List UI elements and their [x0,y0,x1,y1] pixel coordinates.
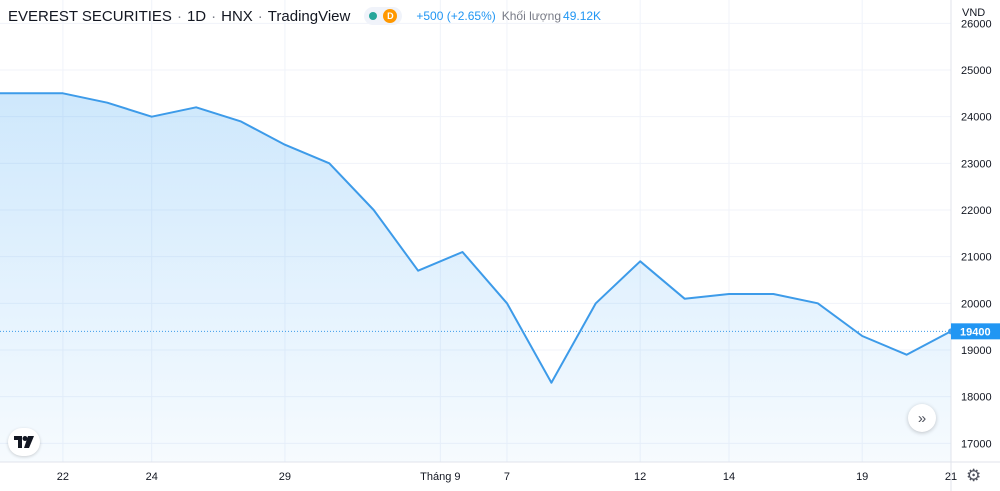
data-point [17,92,19,94]
data-point [683,297,685,299]
time-tick-label: 12 [634,471,646,483]
data-point [284,143,286,145]
time-tick-label: 21 [945,471,957,483]
data-point [106,101,108,103]
tradingview-logo-icon[interactable] [8,428,40,456]
price-axis[interactable]: 17000 18000 19000 20000 21000 22000 23000 24000… [961,18,992,450]
data-point [62,92,64,94]
area-fill [0,93,951,462]
price-tick-label: 22000 [961,205,992,217]
time-tick-label: 14 [723,471,735,483]
volume-value: 49.12K [563,9,602,23]
price-tick-label: 25000 [961,65,992,77]
price-tick-label: 26000 [961,18,992,30]
price-tick-label: 17000 [961,438,992,450]
status-badge: D [383,9,398,23]
gear-icon[interactable]: ⚙ [966,466,982,485]
price-tick-label: 20000 [961,298,992,310]
series-line [0,92,951,384]
data-point [239,120,241,122]
source-label: TradingView [267,7,351,25]
price-tick-label: 23000 [961,158,992,170]
data-point [506,302,508,304]
symbol-name[interactable]: EVEREST SECURITIES [8,7,172,25]
currency-label[interactable]: VND [962,7,986,19]
market-status-pill[interactable]: D [364,7,403,25]
line-path [0,92,951,384]
price-change: +500 (+2.65%) [416,9,496,23]
data-point [905,353,907,355]
area-path [0,93,951,462]
time-tick-label: 19 [856,471,868,483]
time-tick-label: 24 [146,471,158,483]
data-point [151,115,153,117]
price-tick-label: 18000 [961,392,992,404]
time-tick-label: Tháng 9 [420,471,460,483]
price-tick-label: 19000 [961,345,992,357]
time-tick-label: 22 [57,471,69,483]
interval-label: 1D [186,7,207,25]
separator-dot: · [176,7,182,25]
price-tick-label: 24000 [961,112,992,124]
data-point [461,251,463,253]
data-point [639,260,641,262]
last-price-tag [951,323,1000,340]
time-axis[interactable]: 22 24 29 Tháng 9 7 12 14 19 21 [57,471,957,483]
exchange-label: HNX [221,7,253,25]
data-point [195,106,197,108]
market-open-dot-icon [369,12,378,20]
data-point [595,302,597,304]
data-point [728,293,730,295]
price-tick-label: 21000 [961,252,992,264]
legend-header: EVEREST SECURITIES · 1D · HNX · TradingV… [8,6,601,26]
data-point [373,209,375,211]
scroll-to-realtime-icon[interactable]: » [908,404,936,432]
data-point [861,335,863,337]
separator-dot: · [211,7,217,25]
data-point [817,302,819,304]
last-price-label: 19400 [960,326,991,338]
data-point [328,162,330,164]
separator-dot: · [257,7,263,25]
volume-label: Khối lượng [501,9,562,23]
last-price-marker: 19400 [0,323,1000,340]
time-tick-label: 29 [279,471,291,483]
data-point [550,381,552,383]
time-tick-label: 7 [504,471,510,483]
data-point [772,293,774,295]
data-point [417,269,419,271]
